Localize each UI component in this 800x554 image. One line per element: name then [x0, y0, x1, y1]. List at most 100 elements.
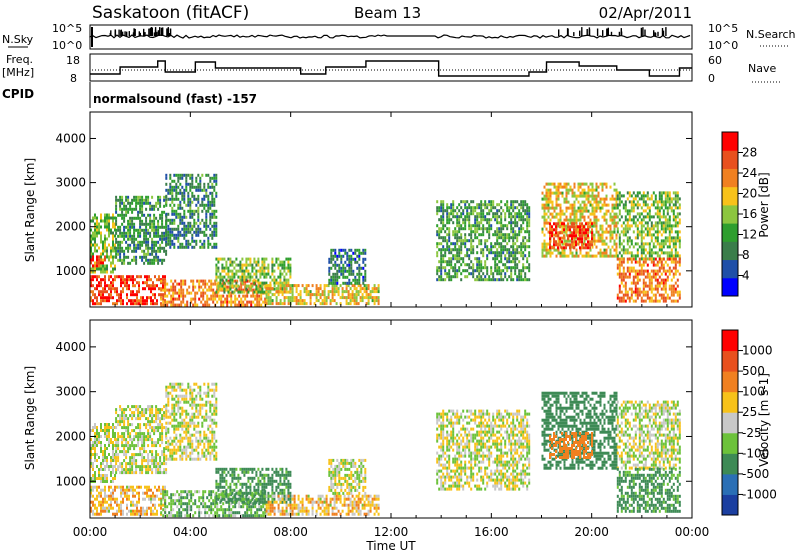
power-cell: [638, 203, 641, 207]
power-cell: [236, 279, 239, 283]
power-cell: [624, 287, 627, 291]
power-cell: [183, 227, 186, 231]
power-cell: [133, 255, 136, 259]
power-cell: [668, 239, 671, 243]
power-cell: [181, 245, 184, 249]
power-cell: [355, 290, 358, 294]
power-cell: [563, 242, 566, 246]
power-cell: [338, 251, 341, 255]
power-cell: [611, 194, 614, 198]
power-cell: [512, 221, 515, 225]
power-cell: [480, 203, 483, 207]
power-cell: [587, 234, 589, 238]
power-y-tick-label: 4000: [55, 131, 86, 145]
power-cell: [587, 194, 590, 198]
power-cell: [151, 258, 154, 262]
power-cell: [624, 251, 627, 255]
power-cell: [547, 248, 550, 252]
power-cell: [589, 182, 592, 186]
power-cell: [189, 212, 192, 216]
velocity-cell: [122, 512, 124, 516]
power-cell: [189, 188, 192, 192]
power-cell: [342, 254, 345, 258]
power-cell: [358, 281, 361, 285]
power-cell: [618, 266, 621, 270]
power-cell: [90, 299, 92, 303]
power-cell: [315, 290, 318, 294]
power-cell: [92, 216, 94, 220]
power-cell: [575, 228, 577, 232]
power-cell: [638, 290, 641, 294]
power-cell: [289, 296, 292, 300]
power-cell: [646, 284, 649, 288]
power-cell: [454, 254, 457, 258]
power-cell: [528, 212, 531, 216]
power-cell: [672, 242, 675, 246]
power-cell: [139, 255, 142, 259]
power-cell: [658, 206, 661, 210]
power-cell: [96, 243, 98, 247]
power-cell: [142, 299, 144, 303]
power-cell: [456, 230, 459, 234]
velocity-cell: [106, 438, 108, 441]
power-cell: [555, 212, 558, 216]
power-cell: [125, 240, 128, 244]
power-cell: [472, 206, 475, 210]
power-cell: [222, 282, 225, 286]
power-cell: [108, 222, 110, 226]
freq-tick-18: 18: [66, 54, 80, 67]
velocity-cell: [114, 456, 116, 459]
power-cell: [484, 245, 487, 249]
power-cell: [203, 197, 206, 201]
power-cell: [303, 287, 306, 291]
power-cell: [577, 254, 580, 258]
power-cell: [524, 245, 527, 249]
velocity-cell: [117, 438, 120, 442]
power-cell: [616, 191, 619, 195]
power-cell: [194, 297, 197, 301]
power-cell: [486, 272, 489, 276]
power-cell: [175, 197, 178, 201]
power-cell: [452, 233, 455, 237]
velocity-cell: [156, 509, 158, 513]
power-cell: [545, 206, 548, 210]
power-cell: [484, 278, 487, 282]
power-cell: [135, 255, 138, 259]
power-cell: [273, 275, 276, 279]
velocity-cell: [110, 494, 112, 498]
power-cell: [512, 215, 515, 219]
power-cell: [478, 215, 481, 219]
power-cell: [573, 194, 576, 198]
velocity-cell: [92, 485, 94, 489]
power-cell: [94, 275, 96, 279]
power-cell: [636, 236, 639, 240]
power-cell: [454, 248, 457, 252]
power-cell: [678, 230, 681, 234]
power-cell: [650, 239, 653, 243]
velocity-cell: [100, 509, 102, 513]
power-cell: [116, 299, 118, 303]
power-cell: [112, 225, 114, 229]
power-cell: [512, 266, 515, 270]
power-cell: [329, 290, 332, 294]
power-cell: [494, 278, 497, 282]
power-cell: [373, 299, 376, 303]
power-cell: [106, 219, 108, 223]
power-cell: [344, 269, 347, 273]
power-cell: [289, 284, 292, 288]
power-cell: [157, 255, 160, 259]
power-cell: [585, 194, 588, 198]
power-cell: [488, 224, 491, 228]
power-cell: [112, 240, 114, 244]
power-cell: [283, 269, 286, 273]
power-cell: [668, 224, 671, 228]
power-cell: [591, 188, 594, 192]
power-cell: [502, 209, 505, 213]
power-cell: [211, 233, 214, 237]
power-cell: [440, 275, 443, 279]
power-cell: [145, 243, 148, 247]
power-cell: [476, 245, 479, 249]
power-cell: [158, 287, 160, 291]
power-cell: [672, 290, 675, 294]
power-cell: [259, 269, 262, 273]
